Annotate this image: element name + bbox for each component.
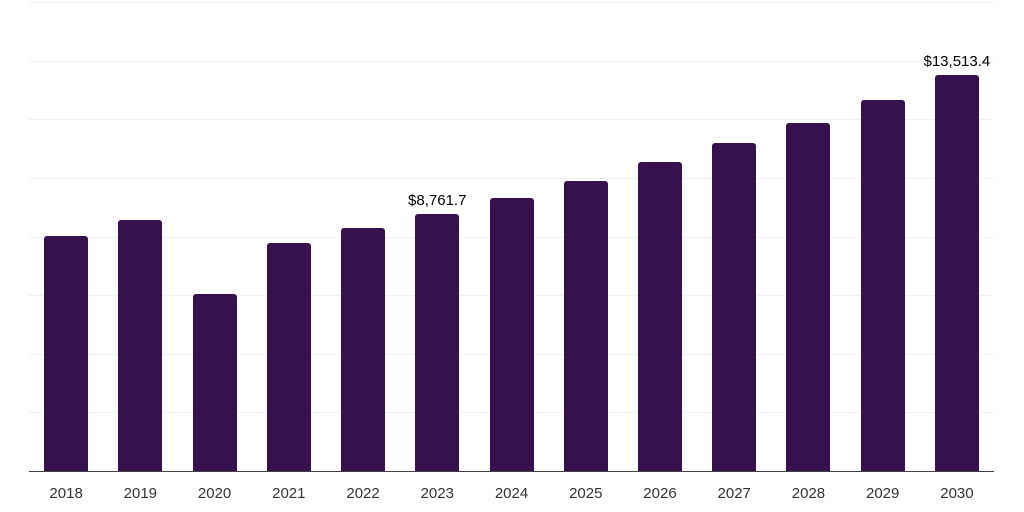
data-label-2023: $8,761.7 — [408, 192, 467, 210]
x-tick-2024: 2024 — [494, 485, 529, 502]
plot-area: $8,761.7 $13,513.4 — [29, 2, 994, 471]
bar-2027 — [712, 142, 757, 471]
bar-2030 — [934, 74, 979, 471]
bar-2025 — [563, 181, 608, 471]
x-axis-line — [29, 471, 994, 472]
bar-2018 — [44, 235, 89, 471]
bar-2022 — [341, 228, 386, 471]
bar-2023 — [415, 214, 460, 471]
x-tick-2018: 2018 — [49, 485, 83, 502]
x-tick-2022: 2022 — [346, 485, 380, 502]
bar-2019 — [118, 219, 163, 471]
x-tick-2019: 2019 — [123, 485, 158, 502]
bar-2028 — [786, 122, 831, 471]
x-tick-2030: 2030 — [940, 485, 974, 502]
x-tick-2023: 2023 — [420, 485, 454, 502]
bar-2024 — [489, 198, 534, 471]
x-tick-2025: 2025 — [569, 485, 603, 502]
bar-2021 — [266, 242, 311, 471]
data-label-2030: $13,513.4 — [923, 52, 991, 70]
gridline-10000 — [29, 177, 994, 179]
bar-2026 — [637, 161, 682, 471]
x-tick-2026: 2026 — [643, 485, 677, 502]
x-tick-2020: 2020 — [197, 485, 232, 502]
x-tick-2027: 2027 — [717, 485, 751, 502]
bar-2020 — [192, 294, 237, 471]
x-axis-tick-labels: 2018 2019 2020 2021 2022 2023 2024 2025 2026 2027… — [29, 483, 994, 505]
x-tick-2028: 2028 — [791, 485, 826, 502]
gridline-12000 — [29, 119, 994, 121]
x-tick-2029: 2029 — [866, 485, 900, 502]
gridline-14000 — [29, 60, 994, 62]
x-tick-2021: 2021 — [272, 485, 306, 502]
gridline-16000 — [29, 2, 994, 3]
bar-2029 — [860, 99, 905, 471]
